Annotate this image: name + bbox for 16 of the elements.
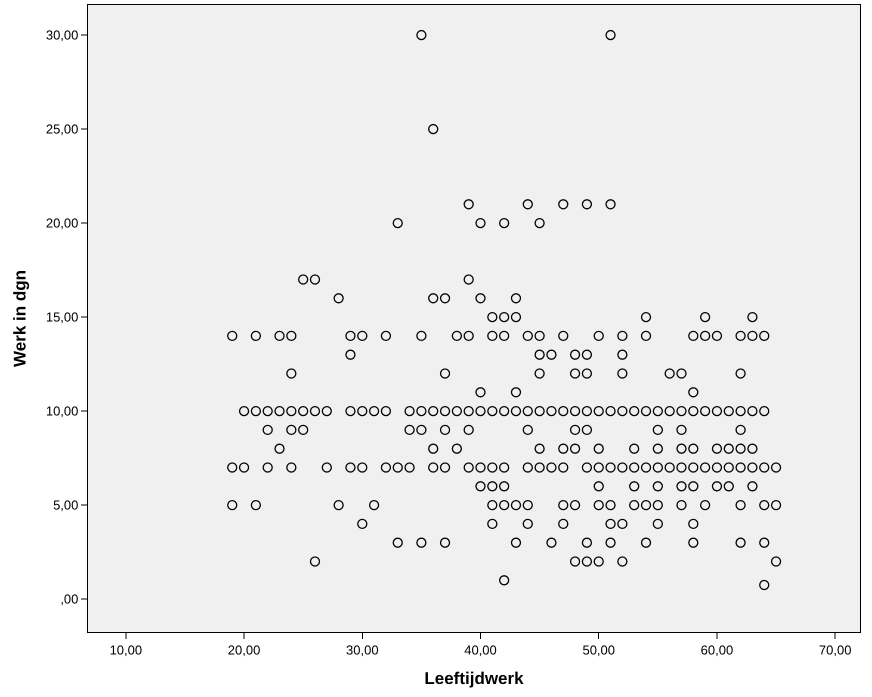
x-tick-label: 70,00	[818, 642, 852, 658]
x-tick-label: 50,00	[582, 642, 616, 658]
x-tick-label: 40,00	[464, 642, 497, 658]
y-tick-label: ,00	[60, 592, 78, 607]
y-tick-label: 20,00	[46, 216, 78, 231]
x-tick-label: 20,00	[228, 642, 260, 658]
x-axis-title: Leeftijdwerk	[424, 669, 524, 688]
y-tick-label: 25,00	[46, 122, 78, 137]
y-tick-label: 30,00	[46, 28, 78, 43]
y-tick-label: 5,00	[53, 498, 78, 513]
y-tick-label: 15,00	[46, 310, 78, 325]
x-tick-label: 30,00	[346, 642, 379, 658]
y-tick-label: 10,00	[46, 404, 78, 419]
x-tick-label: 10,00	[110, 642, 142, 658]
x-tick-label: 60,00	[700, 642, 734, 658]
y-axis-title: Werk in dgn	[10, 270, 30, 367]
